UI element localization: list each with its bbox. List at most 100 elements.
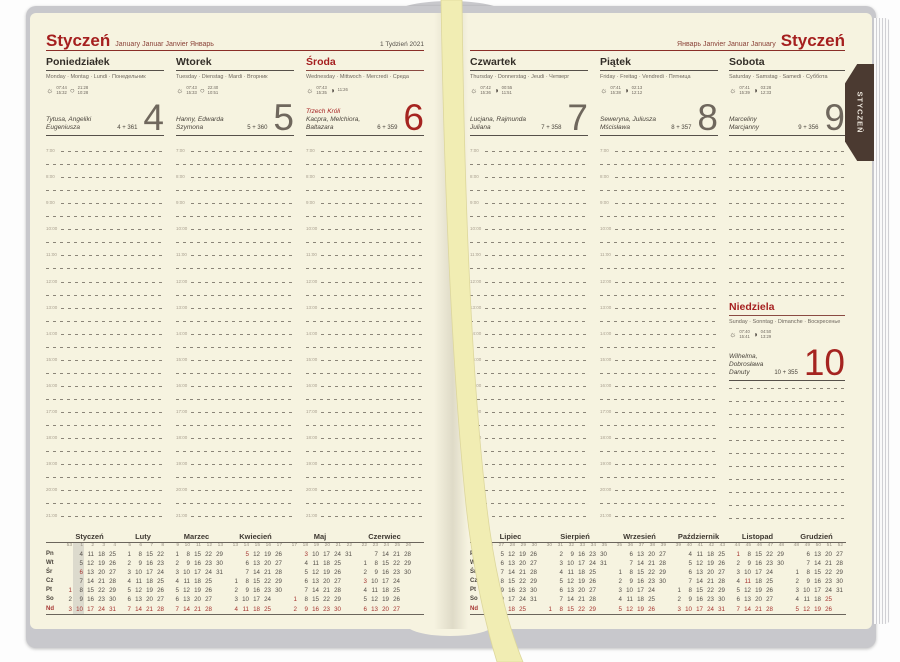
week-number: 22 <box>361 543 367 548</box>
mini-week-column: 7 15 16 17 18 19 20 21 <box>143 542 154 614</box>
mini-date: 20 <box>648 551 655 558</box>
dashed-rule <box>61 151 164 153</box>
mini-date: 10 <box>744 569 751 577</box>
dashed-rule <box>46 398 164 400</box>
schedule-line <box>729 405 845 418</box>
mini-date: 5 <box>245 551 249 558</box>
mini-week-column: 48 1 2 3 4 5 <box>789 542 800 614</box>
mini-date: 24 <box>334 551 341 558</box>
hour-label: 8:00 <box>306 174 315 180</box>
mini-date: 22 <box>766 551 773 558</box>
mini-date: 5 <box>559 578 563 586</box>
mini-date: 18 <box>146 578 153 586</box>
mini-date: 22 <box>578 605 585 613</box>
mini-date: 24 <box>393 578 400 586</box>
mini-date <box>542 559 553 568</box>
mini-date: 12 <box>626 605 633 613</box>
schedule-line <box>729 168 845 181</box>
dashed-rule <box>191 438 294 440</box>
mini-date: 14 <box>744 605 751 613</box>
hour-label: 10:00 <box>470 226 482 232</box>
dashed-rule <box>470 372 588 374</box>
mini-date: 15 <box>253 578 260 586</box>
mini-date <box>342 586 353 595</box>
dashed-rule <box>61 516 164 518</box>
dashed-rule <box>176 268 294 270</box>
schedule-line: 18:00 <box>470 429 588 442</box>
day-name-translations: Tuesday · Dienstag · Mardi · Вторник <box>176 74 268 80</box>
mini-week-column: 12 22 23 24 25 26 27 28 <box>202 542 213 614</box>
day-name: Sobota <box>729 56 845 71</box>
mini-date: 20 <box>578 587 585 595</box>
mini-date: 11 <box>803 596 810 604</box>
hour-label: 11:00 <box>46 252 57 258</box>
schedule-line <box>470 286 588 299</box>
mini-date: 17 <box>508 596 515 604</box>
week-number: 12 <box>206 543 212 548</box>
mini-date: 10 <box>685 605 692 613</box>
week-number: 10 <box>184 543 190 548</box>
dashed-rule <box>470 477 588 479</box>
week-number: 26 <box>487 543 493 548</box>
dashed-rule <box>485 151 588 153</box>
hour-label: 19:00 <box>600 461 612 467</box>
mini-date: 3 <box>175 569 179 577</box>
mini-date: 20 <box>194 596 201 604</box>
mini-date: 29 <box>777 551 784 558</box>
mini-date <box>401 605 412 614</box>
mini-week-column: 27 5 6 7 8 9 10 11 <box>494 542 505 614</box>
mini-month-grid: 30 1 31 2 3 4 5 6 7 8 32 9 10 11 12 13 14 15 33 16 17 18 19 20 2… <box>542 542 608 614</box>
schedule-line <box>306 494 424 507</box>
mini-date: 20 <box>707 569 714 577</box>
sunrise-sunset-times: 07:40 15:41 <box>739 329 750 340</box>
mini-date: 19 <box>637 605 644 613</box>
dashed-rule <box>176 372 294 374</box>
day-name-translations: Friday · Freitag · Vendredi · Пятница <box>600 74 691 80</box>
hour-label: 16:00 <box>470 382 482 388</box>
schedule-line: 20:00 <box>600 481 718 494</box>
sun-moon-times-row: ☼ 07:40 15:41 ◑ 04:50 13:29 <box>729 329 845 342</box>
schedule-line <box>306 207 424 220</box>
dashed-rule <box>729 426 845 428</box>
dashed-rule <box>306 346 424 348</box>
mini-date: 10 <box>371 578 378 586</box>
dashed-rule <box>615 385 718 387</box>
mini-date: 6 <box>175 596 179 604</box>
mini-month-grid: 13 1 2 3 4 14 5 6 7 8 9 10 11 15 12 13 14 15 16 17 18 16 19 20 2… <box>228 542 283 614</box>
mini-date: 20 <box>382 605 389 613</box>
dashed-rule <box>61 490 164 492</box>
dashed-rule <box>61 359 164 361</box>
mini-date: 31 <box>345 551 352 558</box>
mini-date: 25 <box>589 569 596 577</box>
mini-date <box>62 550 73 559</box>
schedule-line <box>176 468 294 481</box>
mini-date: 27 <box>157 596 164 604</box>
sun-moon-times-row: ☼ 07:42 15:36 ◑ 00:55 11:51 <box>470 84 588 97</box>
mini-date: 26 <box>589 578 596 586</box>
mini-date: 5 <box>500 551 504 558</box>
mini-date: 10 <box>312 551 319 558</box>
mini-date: 19 <box>707 560 714 568</box>
mini-date: 3 <box>363 578 367 586</box>
hour-label: 8:00 <box>46 174 55 180</box>
mini-date: 13 <box>637 551 644 558</box>
dashed-rule <box>600 372 718 374</box>
mini-date <box>597 595 608 604</box>
mini-date: 2 <box>175 560 179 568</box>
schedule-line: 14:00 <box>306 325 424 338</box>
mini-month-name: Wrzesień <box>623 532 656 541</box>
mini-date: 9 <box>806 578 810 586</box>
dashed-rule <box>615 438 718 440</box>
mini-date <box>774 577 785 586</box>
dashed-rule <box>729 255 845 257</box>
week-number: 40 <box>686 543 692 548</box>
sun-moon-times-row: ☼ 07:44 15:32 ○ 21:28 10:28 <box>46 84 164 97</box>
weekday-label-pt: Pt <box>46 587 52 594</box>
dashed-rule <box>191 411 294 413</box>
mini-date <box>213 577 224 586</box>
dashed-rule <box>306 268 424 270</box>
mini-month-name: Lipiec <box>499 532 522 541</box>
mini-calendar-bottom-rule <box>470 614 846 615</box>
mini-month-luty: Luty 5 1 2 3 4 5 6 7 6 8 9 10 11 12 13 14 7 15 16 17 18 19 20 21… <box>121 531 165 614</box>
dashed-rule <box>191 516 294 518</box>
